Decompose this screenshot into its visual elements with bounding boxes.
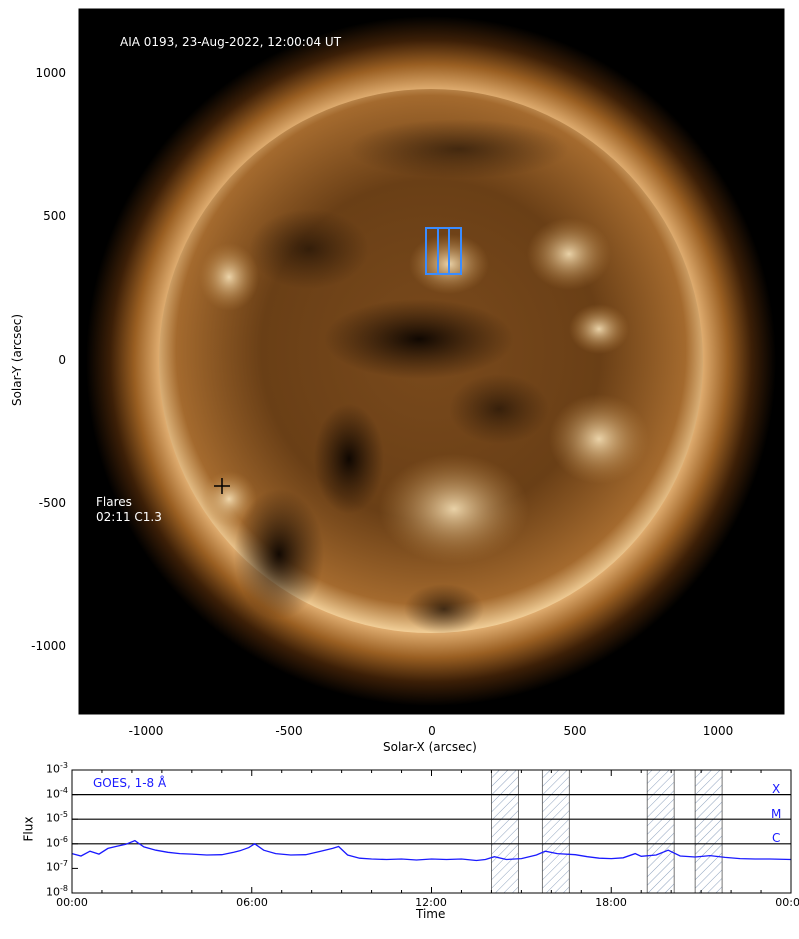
goes-legend: GOES, 1-8 Å [93, 776, 167, 790]
goes-chart [71, 769, 792, 894]
goes-y-tick-exponent: -3 [60, 761, 68, 770]
class-label-m: M [771, 807, 782, 821]
sun-y-tick: 1000 [35, 66, 66, 80]
observation-boxes [425, 227, 462, 275]
sun-x-tick: -500 [275, 724, 303, 738]
hatched-interval [491, 769, 519, 894]
goes-x-tick: 00:00 [775, 896, 799, 909]
goes-y-axis-label: Flux [21, 816, 36, 842]
solar-y-axis-label: Solar-Y (arcsec) [10, 313, 24, 407]
goes-x-axis-label: Time [416, 907, 446, 921]
sun-x-tick: 1000 [702, 724, 734, 738]
sun-y-tick: 500 [43, 209, 66, 223]
sun-x-tick: 0 [428, 724, 436, 738]
sun-axes [0, 0, 799, 760]
sun-y-tick: -1000 [31, 639, 66, 653]
goes-y-tick-base: 10 [46, 861, 61, 875]
goes-y-tick-exponent: -5 [60, 810, 68, 820]
sun-x-tick: -1000 [128, 724, 164, 738]
sun-y-tick: 0 [58, 353, 66, 367]
goes-y-tick-exponent: -7 [60, 859, 68, 869]
sun-y-tick: -500 [38, 496, 66, 510]
hatched-interval [694, 769, 723, 894]
goes-y-tick-base: 10 [46, 787, 61, 801]
goes-y-tick-base: 10 [46, 811, 61, 825]
sun-image-panel: AIA 0193, 23-Aug-2022, 12:00:04 UT Flare… [79, 9, 784, 714]
goes-y-tick-base: 10 [46, 762, 61, 776]
goes-x-tick: 00:00 [56, 896, 88, 909]
class-label-c: C [772, 831, 781, 845]
aia-sun-image [79, 9, 784, 714]
goes-flux-line [71, 839, 792, 862]
sun-x-tick: 500 [563, 724, 587, 738]
goes-y-tick: 10-3 [28, 761, 68, 776]
goes-y-tick: 10-4 [28, 786, 68, 801]
flares-title: Flares [96, 495, 132, 509]
goes-x-tick: 06:00 [236, 896, 268, 909]
goes-y-tick: 10-5 [28, 810, 68, 825]
flare-marker-icon [214, 478, 230, 494]
goes-y-tick-exponent: -6 [60, 834, 68, 844]
image-caption: AIA 0193, 23-Aug-2022, 12:00:04 UT [120, 35, 342, 49]
goes-x-tick: 18:00 [595, 896, 627, 909]
goes-y-tick: 10-6 [28, 835, 68, 850]
hatched-interval [646, 769, 675, 894]
goes-y-tick-base: 10 [46, 836, 61, 850]
goes-y-tick-exponent: -4 [60, 785, 68, 795]
goes-x-tick: 12:00 [415, 896, 447, 909]
goes-y-tick: 10-7 [28, 859, 68, 874]
flares-entry: 02:11 C1.3 [96, 510, 162, 524]
class-label-x: X [772, 782, 781, 796]
goes-y-tick: 10-8 [28, 884, 68, 899]
hatched-interval [541, 769, 570, 894]
solar-x-axis-label: Solar-X (arcsec) [383, 740, 477, 754]
goes-y-tick-base: 10 [46, 885, 61, 899]
goes-y-tick-exponent: -8 [60, 884, 68, 893]
